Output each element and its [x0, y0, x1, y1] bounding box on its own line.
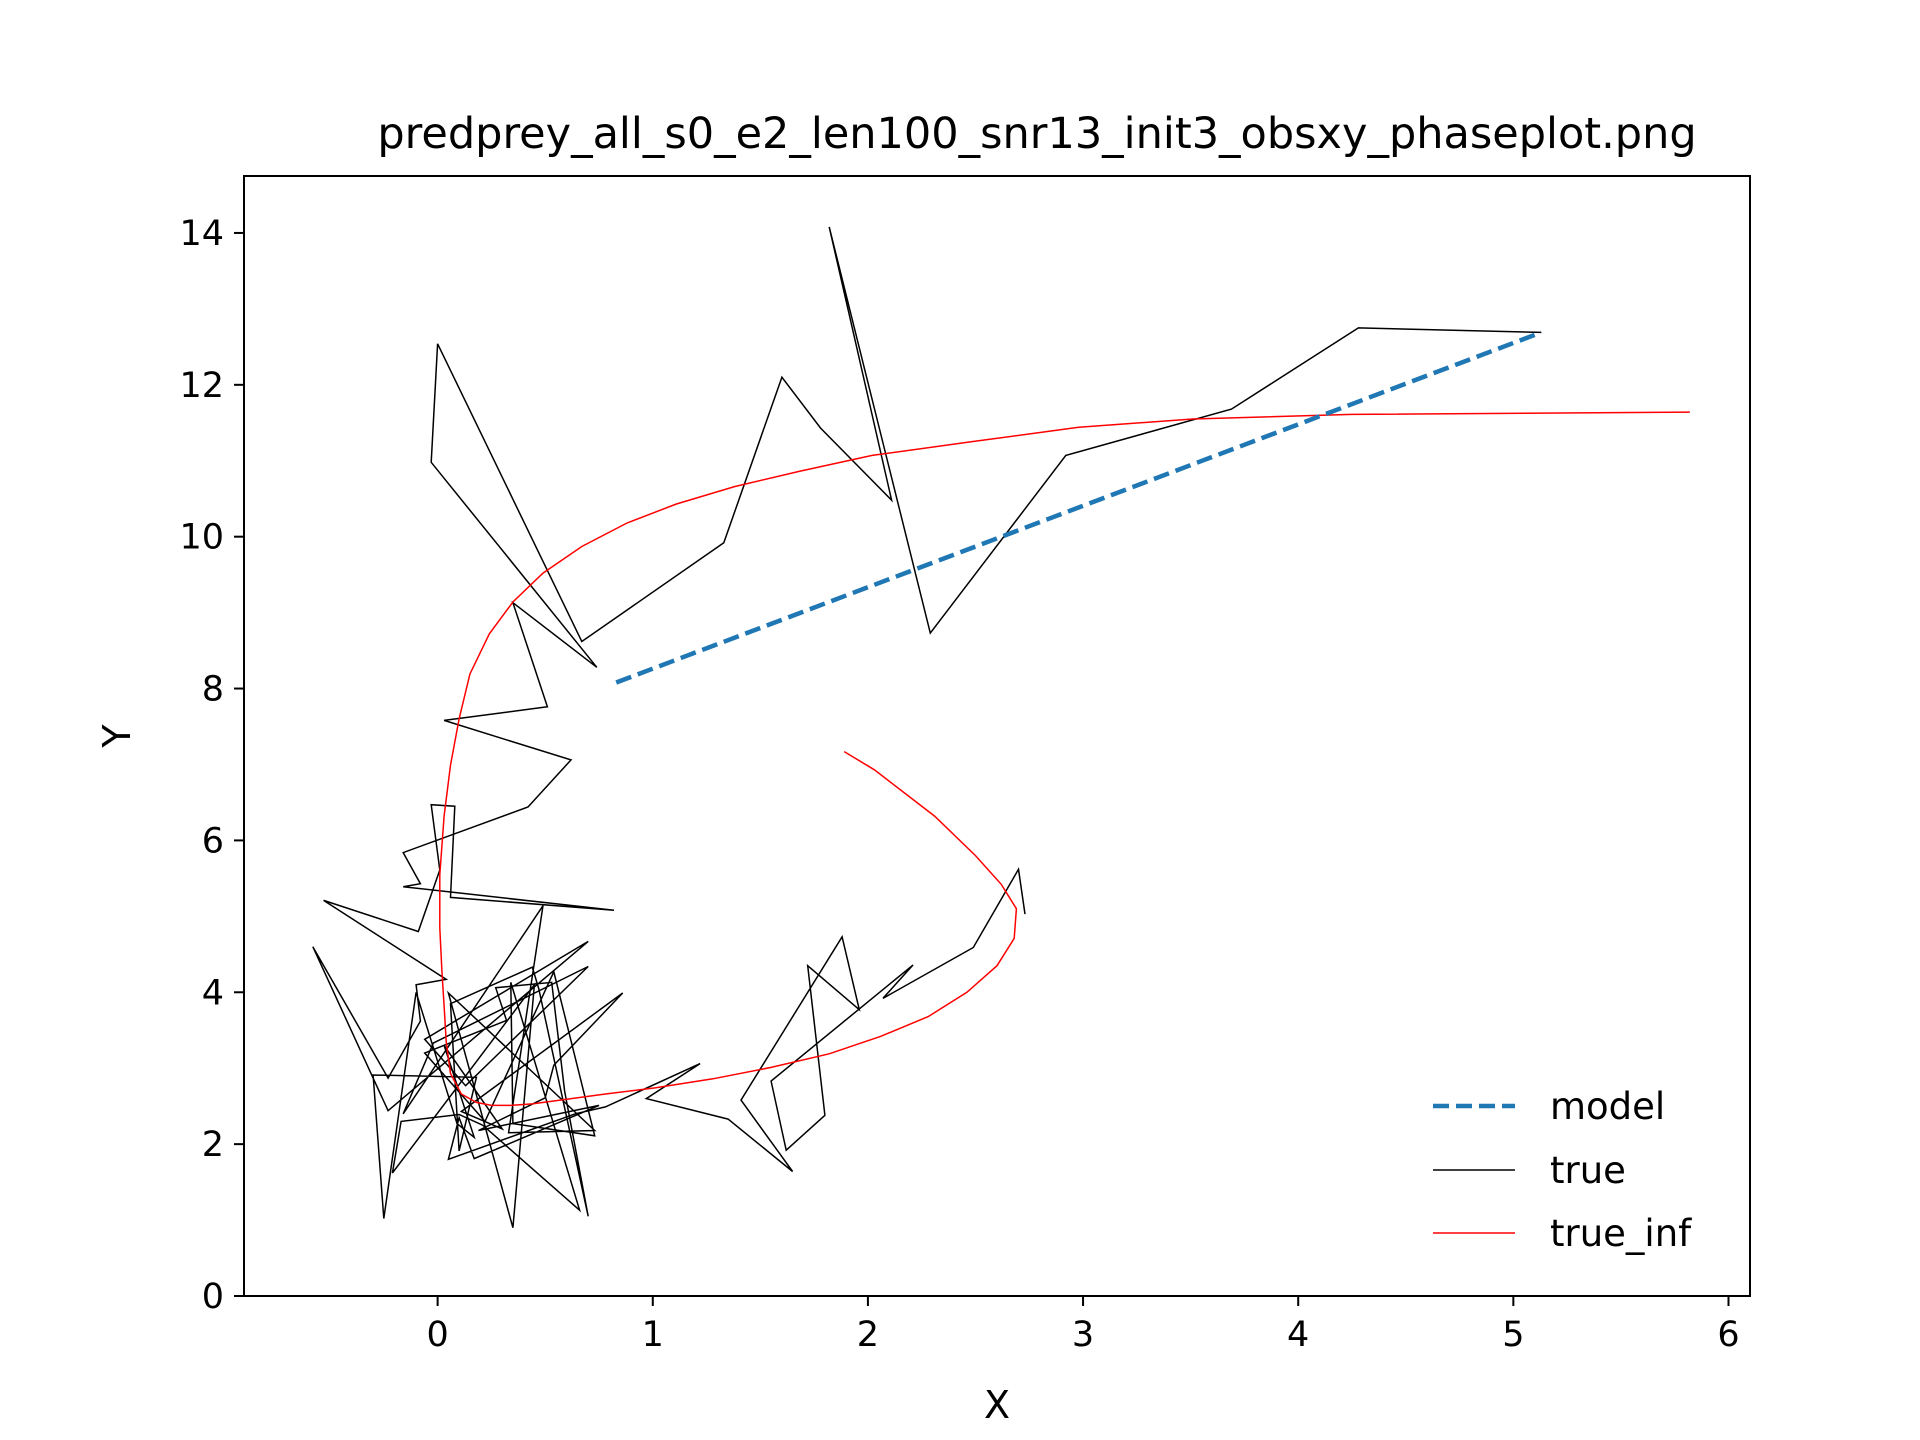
- x-tick-label: 2: [857, 1315, 879, 1355]
- y-tick-label: 6: [202, 821, 224, 861]
- legend-label-true: true: [1550, 1149, 1626, 1192]
- legend: model true true_inf: [1433, 1085, 1692, 1255]
- y-tick-label: 10: [179, 518, 224, 558]
- y-tick-label: 12: [179, 366, 224, 406]
- x-axis-label: X: [984, 1383, 1010, 1427]
- y-tick-label: 8: [202, 670, 224, 710]
- x-tick-label: 1: [642, 1315, 664, 1355]
- x-tick-label: 5: [1502, 1315, 1524, 1355]
- chart-title: predprey_all_s0_e2_len100_snr13_init3_ob…: [377, 109, 1696, 159]
- series-line-model: [615, 330, 1543, 685]
- legend-label-model: model: [1550, 1085, 1665, 1128]
- y-axis-label: Y: [95, 724, 139, 749]
- y-tick-label: 4: [202, 973, 224, 1013]
- series-line-true-inf: [439, 411, 1690, 1107]
- x-tick-label: 4: [1287, 1315, 1309, 1355]
- y-axis-ticks: 0 2 4 6 8 10 12 14: [179, 214, 244, 1317]
- x-tick-label: 6: [1717, 1315, 1739, 1355]
- y-tick-label: 2: [202, 1125, 224, 1165]
- y-tick-label: 0: [202, 1277, 224, 1317]
- y-tick-label: 14: [179, 214, 224, 254]
- plot-frame: [243, 175, 1751, 1297]
- legend-label-true-inf: true_inf: [1550, 1212, 1692, 1255]
- x-tick-label: 3: [1072, 1315, 1094, 1355]
- series-line-true: [312, 226, 1542, 1228]
- series-layer: [312, 226, 1690, 1228]
- x-tick-label: 0: [426, 1315, 448, 1355]
- x-axis-ticks: 0 1 2 3 4 5 6: [426, 1296, 1740, 1355]
